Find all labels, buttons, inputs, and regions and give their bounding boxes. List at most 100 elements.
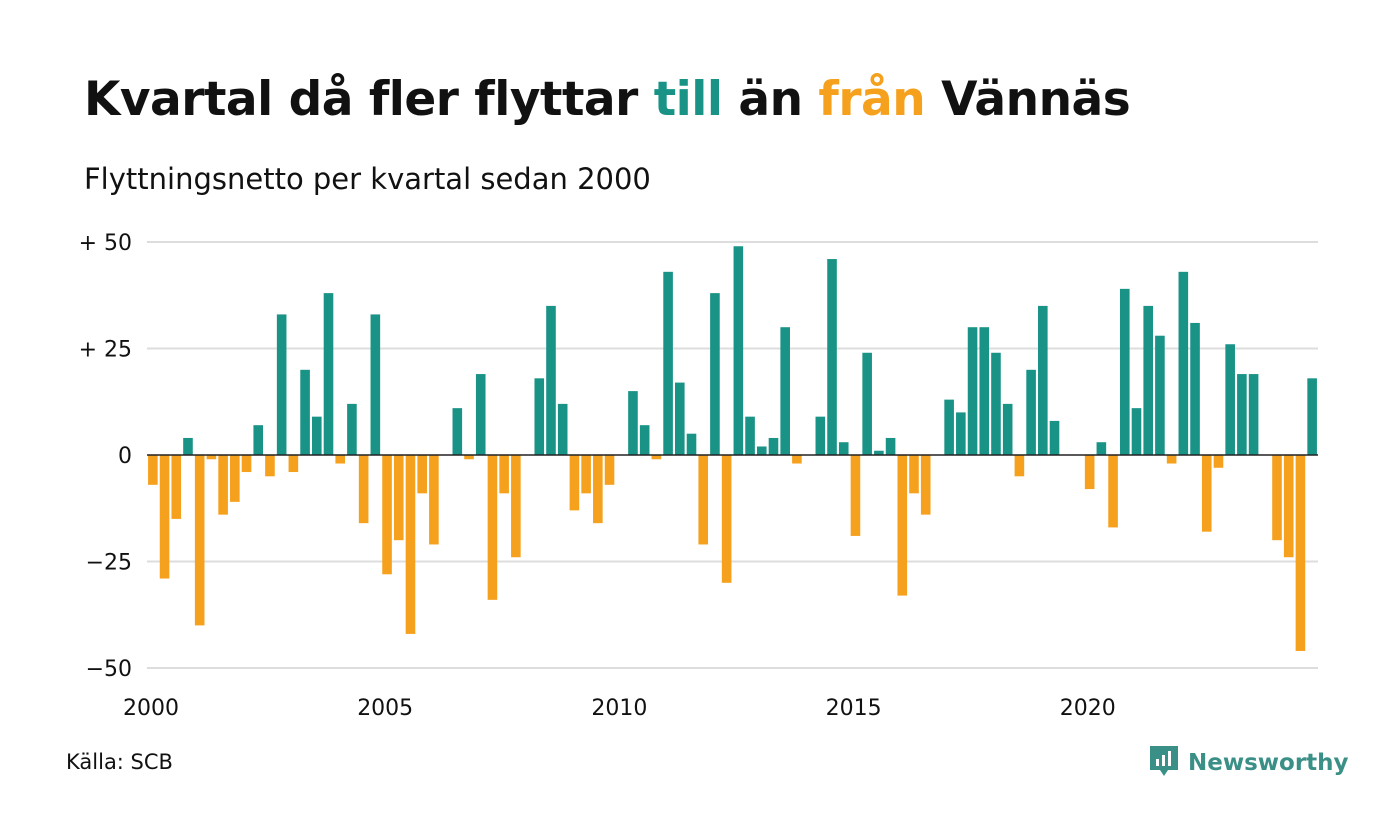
bar <box>1213 455 1224 468</box>
bar <box>1283 455 1294 558</box>
bar <box>838 442 849 455</box>
bar <box>827 259 837 455</box>
bar <box>1155 335 1165 455</box>
bar <box>1190 322 1200 455</box>
bar <box>194 455 205 626</box>
bar <box>1108 455 1118 528</box>
bar <box>780 327 790 455</box>
bar <box>733 246 744 455</box>
bar <box>1237 374 1247 455</box>
bar <box>300 369 310 455</box>
bar <box>909 455 919 494</box>
bar <box>920 455 931 515</box>
bar <box>569 455 580 511</box>
bar <box>405 455 416 634</box>
title-part-2: än <box>722 72 819 127</box>
bar <box>335 455 346 464</box>
bar <box>815 416 826 455</box>
bar <box>639 425 650 455</box>
bar <box>1049 420 1060 455</box>
bar <box>944 399 954 455</box>
bar <box>546 305 556 455</box>
bar <box>557 403 568 455</box>
bar <box>850 455 861 536</box>
bar <box>1119 288 1130 455</box>
bar <box>370 314 381 455</box>
bar <box>675 382 685 455</box>
y-tick-label: −50 <box>86 657 132 682</box>
x-tick-label: 2020 <box>1060 696 1116 721</box>
bar <box>1295 455 1306 651</box>
bar <box>862 352 872 455</box>
bar <box>897 455 908 596</box>
bar <box>756 446 767 455</box>
title-highlight-fran: från <box>818 72 926 127</box>
bar <box>745 416 755 455</box>
bar <box>382 455 392 575</box>
bar <box>183 437 193 455</box>
bar <box>686 433 697 455</box>
y-tick-label: + 25 <box>79 338 132 363</box>
bar-layer <box>148 246 1317 651</box>
x-tick-label: 2015 <box>826 696 882 721</box>
bar <box>276 314 287 455</box>
chart-subtitle: Flyttningsnetto per kvartal sedan 2000 <box>84 162 651 196</box>
bar <box>1014 455 1025 477</box>
chart-title: Kvartal då fler flyttar till än från Vän… <box>84 72 1131 127</box>
bar <box>628 391 638 455</box>
bar <box>1178 271 1189 455</box>
bar <box>311 416 322 455</box>
bar <box>429 455 439 545</box>
bar <box>417 455 427 494</box>
x-tick-label: 2010 <box>591 696 647 721</box>
source-note: Källa: SCB <box>66 750 173 774</box>
y-tick-label: + 50 <box>79 231 132 256</box>
bar <box>487 455 498 600</box>
axis-layer: + 50 + 25 0 −25 −50 2000 2005 2010 2015 2020 <box>79 231 1318 721</box>
bar <box>663 271 673 455</box>
bar <box>393 455 404 541</box>
bar <box>967 327 978 455</box>
bar <box>1002 403 1013 455</box>
bar <box>1038 305 1048 455</box>
bar <box>1084 455 1095 490</box>
x-tick-label: 2000 <box>123 696 179 721</box>
bar <box>1307 378 1317 455</box>
title-highlight-till: till <box>653 72 723 127</box>
bar <box>1131 408 1142 455</box>
bar <box>1026 369 1036 455</box>
bar <box>323 293 334 455</box>
bar <box>206 455 217 460</box>
bar <box>768 437 779 455</box>
bar <box>241 455 252 473</box>
bar <box>792 455 802 464</box>
bar <box>979 327 990 455</box>
y-tick-label: 0 <box>118 444 132 469</box>
brand-logo[interactable]: Newsworthy <box>1148 744 1349 782</box>
bar <box>956 412 966 455</box>
bar <box>218 455 228 515</box>
bar <box>651 455 662 460</box>
title-part-1: Kvartal då fler flyttar <box>84 72 654 127</box>
bar <box>253 425 264 455</box>
bar <box>511 455 521 558</box>
bar <box>358 455 369 524</box>
bar <box>698 455 709 545</box>
bar <box>991 352 1001 455</box>
x-tick-label: 2005 <box>357 696 413 721</box>
bar <box>230 455 240 502</box>
bar <box>265 455 275 477</box>
bar <box>721 455 732 583</box>
bar <box>347 403 357 455</box>
title-part-3: Vännäs <box>925 72 1131 127</box>
bar <box>593 455 603 524</box>
bar <box>1143 305 1153 455</box>
bar <box>1225 344 1235 455</box>
bar <box>288 455 299 473</box>
grid-layer <box>147 241 1318 669</box>
bar <box>1272 455 1282 541</box>
y-tick-label: −25 <box>86 551 132 576</box>
bar <box>475 374 486 455</box>
bar <box>604 455 615 485</box>
bar <box>148 455 158 485</box>
